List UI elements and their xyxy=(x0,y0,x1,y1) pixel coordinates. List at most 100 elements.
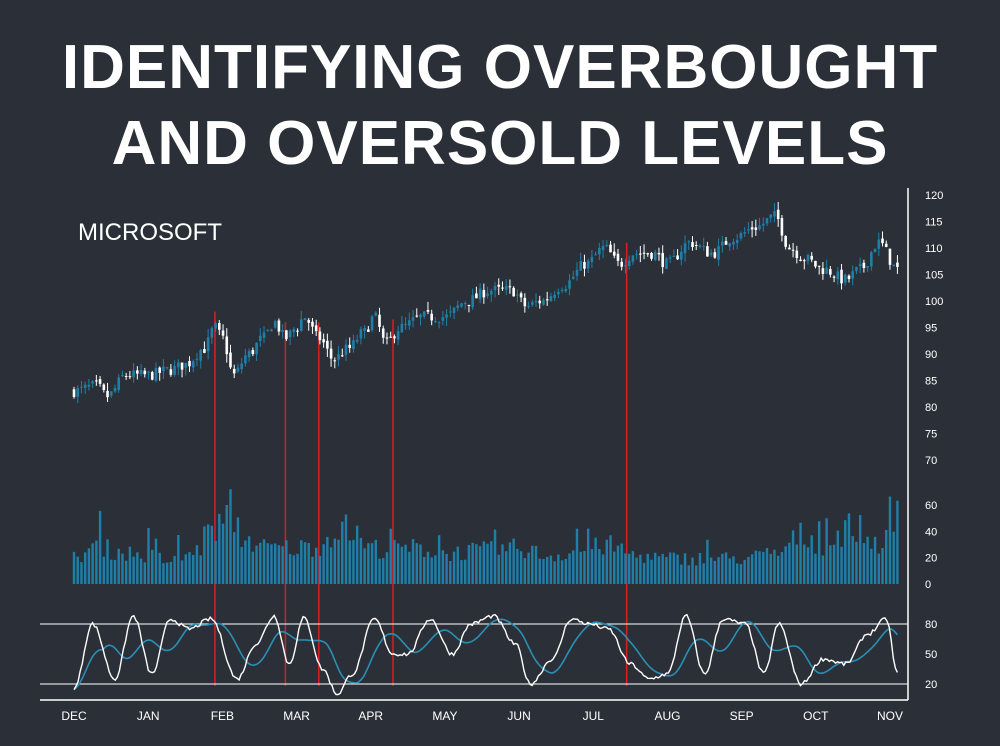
price-candle xyxy=(147,371,150,373)
volume-bar xyxy=(642,562,646,584)
volume-bar xyxy=(531,545,534,584)
volume-bar xyxy=(795,544,799,584)
volume-bar xyxy=(583,551,586,584)
stochastic-panel xyxy=(40,613,908,696)
price-candle xyxy=(583,261,586,269)
volume-bar xyxy=(359,537,363,584)
price-candle xyxy=(318,331,322,341)
price-candle xyxy=(337,354,340,360)
price-candle xyxy=(139,370,143,375)
price-candle xyxy=(706,246,709,257)
price-candle xyxy=(225,336,229,355)
price-candle xyxy=(244,355,247,364)
volume-bar xyxy=(717,557,720,584)
volume-bar xyxy=(534,545,538,584)
price-candle xyxy=(564,288,568,292)
volume-bar xyxy=(870,548,873,584)
price-candle xyxy=(825,267,828,274)
volume-bar xyxy=(452,551,456,584)
volume-bar xyxy=(765,548,769,584)
month-label: AUG xyxy=(654,709,680,723)
volume-bar xyxy=(136,552,139,584)
volume-bar xyxy=(382,558,385,584)
volume-bar xyxy=(400,546,404,584)
price-candle xyxy=(396,331,400,340)
volume-bar xyxy=(590,549,594,584)
volume-bar xyxy=(449,561,452,584)
price-candle xyxy=(449,311,452,313)
price-candle xyxy=(393,336,396,339)
price-candle xyxy=(579,261,583,271)
price-candle xyxy=(743,232,746,234)
price-candle xyxy=(568,280,571,289)
volume-bar xyxy=(654,552,657,584)
stochastic-tick-label: 80 xyxy=(925,619,937,631)
volume-bar xyxy=(639,554,642,584)
volume-bar xyxy=(616,545,620,584)
price-candle xyxy=(83,384,87,388)
price-candle xyxy=(426,310,430,312)
price-candle xyxy=(683,243,687,254)
volume-bar xyxy=(143,562,146,584)
price-candle xyxy=(851,271,855,279)
price-candle xyxy=(881,238,884,244)
price-candle xyxy=(385,337,389,339)
volume-bar xyxy=(128,546,132,584)
volume-bar xyxy=(762,551,765,584)
stochastic-k-line xyxy=(73,613,899,696)
price-candle xyxy=(452,307,456,313)
price-tick-label: 105 xyxy=(925,270,943,282)
price-candle xyxy=(221,330,225,336)
price-candle xyxy=(229,352,232,368)
price-candle xyxy=(594,254,597,256)
volume-bar xyxy=(825,518,828,584)
price-candle xyxy=(553,294,556,298)
price-candle xyxy=(180,362,184,370)
price-candle xyxy=(784,235,787,247)
volume-bar xyxy=(91,543,94,584)
price-candle xyxy=(747,229,750,231)
price-candle xyxy=(616,253,620,261)
volume-bar xyxy=(266,543,269,584)
price-candle xyxy=(188,360,191,367)
price-candle xyxy=(478,288,482,300)
price-candle xyxy=(847,275,851,280)
volume-bar xyxy=(180,560,184,584)
price-candle xyxy=(609,244,612,253)
volume-bar xyxy=(482,541,486,584)
price-candle xyxy=(694,245,698,247)
volume-bar xyxy=(467,545,471,584)
price-candle xyxy=(322,339,325,343)
price-candle xyxy=(247,350,251,358)
price-candle xyxy=(650,252,653,259)
volume-bar xyxy=(262,539,266,584)
price-tick-label: 100 xyxy=(925,296,943,308)
price-candle xyxy=(329,348,333,359)
volume-bar xyxy=(389,528,392,584)
right-axis: 120 115 110 105 100 95 90 85 80 75 70 60 40 20 0 80 50 20 xyxy=(907,188,943,700)
price-candle xyxy=(91,381,94,384)
price-candle xyxy=(117,377,121,390)
price-candle xyxy=(791,249,795,251)
volume-bar xyxy=(151,549,154,584)
price-candle xyxy=(370,316,374,331)
price-candle xyxy=(519,293,523,298)
price-candle xyxy=(389,336,392,338)
volume-bar xyxy=(706,539,709,584)
price-candle xyxy=(493,286,497,291)
volume-bar xyxy=(683,553,687,584)
volume-bar xyxy=(285,540,288,584)
volume-bar xyxy=(605,539,608,584)
price-candle xyxy=(195,358,199,360)
price-candle xyxy=(717,246,720,260)
price-candle xyxy=(441,317,445,321)
price-candle xyxy=(184,362,188,368)
price-candle xyxy=(232,368,236,374)
price-candle xyxy=(307,319,311,323)
month-label: DEC xyxy=(61,709,87,723)
volume-bar xyxy=(408,551,411,584)
price-candle xyxy=(501,287,504,289)
volume-bar xyxy=(396,543,400,584)
price-candle xyxy=(504,286,508,290)
volume-bar xyxy=(799,522,802,584)
